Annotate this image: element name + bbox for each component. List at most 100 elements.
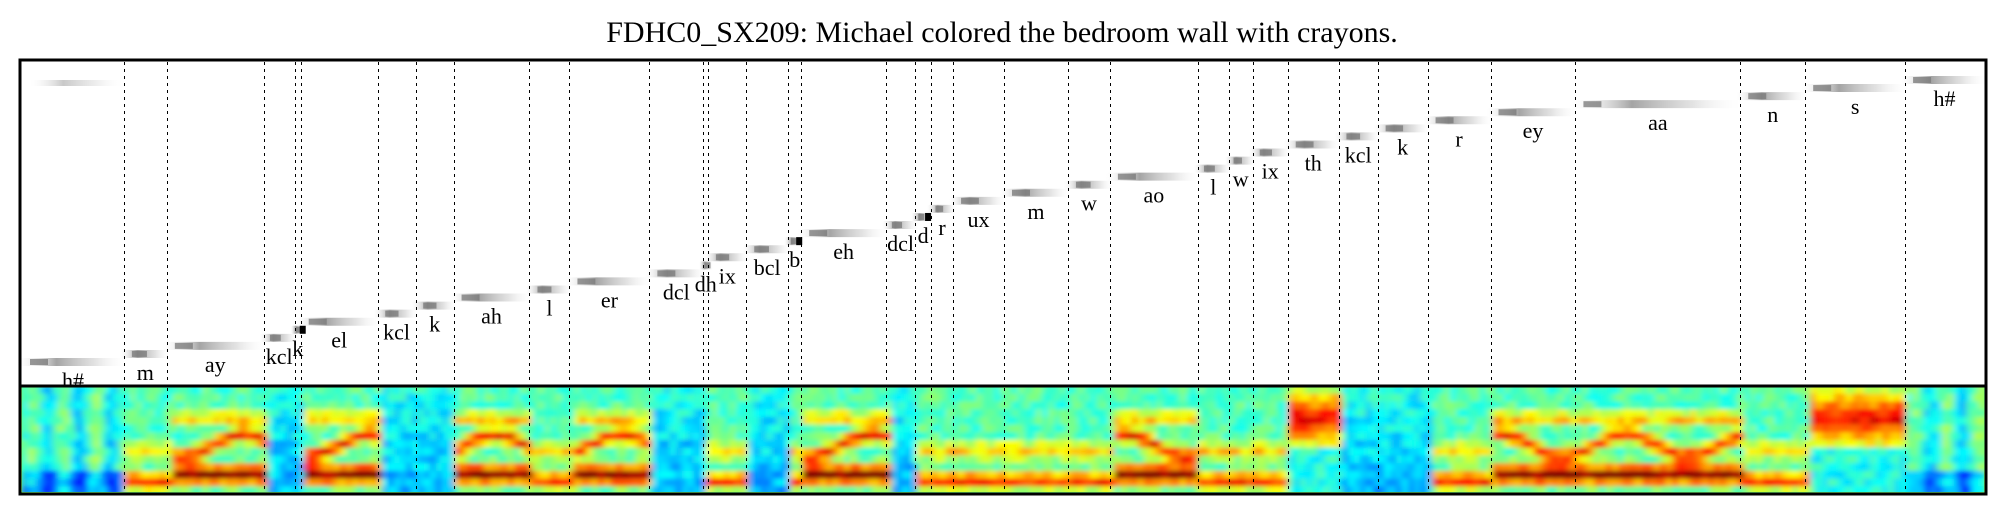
spectrogram-cell [1492,409,1499,418]
spectrogram-cell [1936,432,1943,441]
spectrogram-cell [922,463,929,472]
spectrogram-cell [598,455,605,464]
spectrogram-cell [880,455,887,464]
spectrogram-cell [1162,440,1169,449]
spectrogram-cell [892,416,899,426]
spectrogram-cell [1834,486,1841,492]
spectrogram-cell [1180,470,1187,480]
spectrogram-cell [256,416,263,426]
spectrogram-cell [184,401,191,410]
spectrogram-cell [88,440,95,449]
spectrogram-cell [424,424,431,433]
spectrogram-cell [352,409,359,418]
spectrogram-cell [202,393,209,403]
spectrogram-cell [1834,478,1841,487]
spectrogram-cell [1402,470,1409,480]
spectrogram-cell [1576,486,1583,492]
spectrogram-cell [430,432,437,441]
phone-label: kcl [1345,142,1372,167]
spectrogram-cell [1582,409,1589,418]
spectrogram-cell [970,386,977,395]
spectrogram-cell [1174,393,1181,403]
spectrogram-cell [1966,424,1973,433]
spectrogram-cell [1042,486,1049,492]
spectrogram-cell [1858,416,1865,426]
spectrogram-cell [22,463,29,472]
spectrogram-cell [1648,393,1655,403]
spectrogram-cell [1336,432,1343,441]
spectrogram-cell [40,486,47,492]
spectrogram-cell [970,478,977,487]
spectrogram-cell [628,409,635,418]
spectrogram-cell [658,386,665,395]
spectrogram-cell [226,393,233,403]
spectrogram-cell [1468,424,1475,433]
spectrogram-cell [1234,409,1241,418]
spectrogram-cell [40,424,47,433]
spectrogram-cell [814,463,821,472]
spectrogram-cell [334,447,341,457]
spectrogram-cell [142,470,149,480]
spectrogram-cell [916,455,923,464]
spectrogram-cell [688,447,695,457]
spectrogram-cell [1444,393,1451,403]
spectrogram-cell [1348,401,1355,410]
spectrogram-cell [970,424,977,433]
spectrogram-cell [1840,409,1847,418]
spectrogram-cell [1882,463,1889,472]
spectrogram-cell [1786,401,1793,410]
spectrogram-cell [1684,432,1691,441]
spectrogram-cell [1252,424,1259,433]
spectrogram-cell [1378,401,1385,410]
spectrogram-cell [1504,401,1511,410]
spectrogram-cell [1780,424,1787,433]
spectrogram-cell [994,470,1001,480]
spectrogram-cell [1738,447,1745,457]
spectrogram-cell [1834,440,1841,449]
spectrogram-cell [556,470,563,480]
spectrogram-cell [910,486,917,492]
spectrogram-cell [1906,393,1913,403]
spectrogram-cell [1846,463,1853,472]
spectrogram-cell [112,416,119,426]
spectrogram-cell [1768,478,1775,487]
spectrogram-cell [1576,386,1583,395]
spectrogram-cell [1948,424,1955,433]
spectrogram-cell [274,393,281,403]
spectrogram-cell [754,386,761,395]
spectrogram-cell [898,401,905,410]
spectrogram-cell [286,393,293,403]
spectrogram-cell [46,440,53,449]
spectrogram-cell [1054,393,1061,403]
spectrogram-cell [1942,409,1949,418]
spectrogram-cell [724,401,731,410]
spectrogram-cell [1888,463,1895,472]
spectrogram-cell [886,409,893,418]
spectrogram-cell [352,440,359,449]
spectrogram-cell [904,432,911,441]
spectrogram-cell [208,463,215,472]
spectrogram-cell [784,386,791,395]
spectrogram-cell [736,478,743,487]
spectrogram-cell [58,463,65,472]
spectrogram-cell [1252,386,1259,395]
spectrogram-cell [1540,440,1547,449]
spectrogram-cell [76,409,83,418]
spectrogram-cell [748,416,755,426]
spectrogram-cell [1342,432,1349,441]
spectrogram-cell [1402,447,1409,457]
spectrogram-cell [880,486,887,492]
spectrogram-cell [1246,416,1253,426]
spectrogram-cell [1570,470,1577,480]
spectrogram-cell [1516,393,1523,403]
spectrogram-cell [1372,386,1379,395]
spectrogram-cell [874,470,881,480]
spectrogram-cell [184,409,191,418]
spectrogram-cell [880,478,887,487]
spectrogram-cell [1216,424,1223,433]
spectrogram-cell [250,386,257,395]
spectrogram-cell [1318,470,1325,480]
spectrogram-cell [1528,440,1535,449]
spectrogram-cell [1108,386,1115,395]
spectrogram-cell [214,455,221,464]
